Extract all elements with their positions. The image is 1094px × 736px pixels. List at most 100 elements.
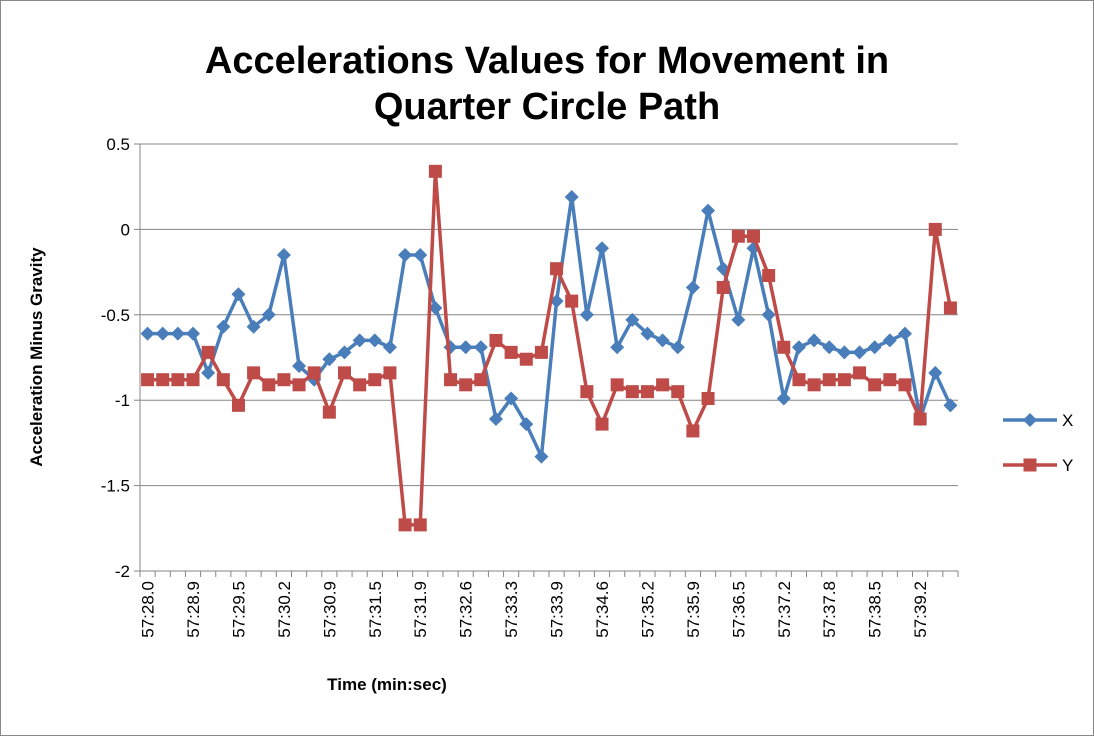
legend-marker [1023, 458, 1037, 472]
data-point [822, 340, 837, 355]
data-point [171, 373, 185, 387]
y-tick-label: 0 [121, 220, 130, 239]
data-point [231, 398, 245, 412]
data-point [868, 378, 882, 392]
data-point [882, 333, 897, 348]
data-point [610, 340, 625, 355]
data-point [837, 345, 852, 360]
data-point [867, 340, 882, 355]
data-point [897, 326, 912, 341]
data-point [261, 307, 276, 322]
data-point [140, 326, 155, 341]
data-point [428, 300, 443, 315]
data-point [928, 365, 943, 380]
data-point [837, 373, 851, 387]
data-point [670, 340, 685, 355]
x-tick-label: 57:35.2 [638, 581, 657, 638]
data-point [474, 373, 488, 387]
data-point [656, 378, 670, 392]
data-point [807, 378, 821, 392]
data-point [307, 366, 321, 380]
data-point [928, 222, 942, 236]
y-tick-label: -0.5 [101, 306, 130, 325]
x-tick-label: 57:35.9 [684, 581, 703, 638]
x-tick-label: 57:28.0 [139, 581, 158, 638]
data-point [277, 373, 291, 387]
data-point [579, 307, 594, 322]
data-point [247, 366, 261, 380]
data-point [519, 352, 533, 366]
data-point [671, 385, 685, 399]
y-tick-label: -2 [115, 562, 130, 581]
data-point [640, 326, 655, 341]
data-point [943, 398, 958, 413]
data-point [777, 340, 791, 354]
data-point [595, 241, 610, 256]
data-point [943, 301, 957, 315]
data-point [534, 449, 549, 464]
legend-marker [1023, 413, 1037, 427]
data-point [170, 326, 185, 341]
data-point [276, 248, 291, 263]
data-point [231, 287, 246, 302]
data-point [382, 340, 397, 355]
data-point [186, 373, 200, 387]
x-tick-label: 57:29.5 [229, 581, 248, 638]
data-point [428, 164, 442, 178]
data-point [762, 269, 776, 283]
y-axis-title: Acceleration Minus Gravity [27, 247, 46, 467]
data-point [413, 248, 428, 263]
data-point [701, 391, 715, 405]
data-point [731, 312, 746, 327]
x-tick-label: 57:33.3 [502, 581, 521, 638]
data-point [519, 417, 534, 432]
legend-label: Y [1062, 456, 1073, 475]
data-point [701, 203, 716, 218]
data-point [504, 345, 518, 359]
data-point [504, 391, 519, 406]
x-tick-label: 57:30.2 [275, 581, 294, 638]
legend-label: X [1062, 411, 1073, 430]
data-point [686, 424, 700, 438]
x-tick-label: 57:34.6 [593, 581, 612, 638]
data-point [398, 518, 412, 532]
data-point [625, 385, 639, 399]
data-point [413, 518, 427, 532]
data-point [443, 340, 458, 355]
x-tick-label: 57:37.8 [820, 581, 839, 638]
data-point [473, 340, 488, 355]
data-point [201, 345, 215, 359]
data-point [352, 333, 367, 348]
data-point [186, 326, 201, 341]
data-point [747, 229, 760, 243]
data-point [216, 319, 231, 334]
data-point [640, 385, 654, 399]
data-point [852, 345, 867, 360]
data-point [246, 319, 261, 334]
data-point [913, 412, 927, 426]
data-point [398, 248, 413, 263]
data-point [155, 326, 170, 341]
data-point [353, 378, 367, 392]
data-point [595, 417, 609, 431]
data-point [322, 352, 337, 367]
data-point [807, 333, 822, 348]
x-tick-label: 57:28.9 [184, 581, 203, 638]
data-point [898, 378, 912, 392]
data-point [580, 385, 594, 399]
data-point [534, 345, 548, 359]
data-point [550, 262, 564, 276]
data-point [685, 280, 700, 295]
data-point [564, 189, 579, 204]
series-line [147, 195, 953, 459]
data-point [383, 366, 397, 380]
y-tick-label: -1 [115, 391, 130, 410]
data-point [565, 294, 579, 308]
y-tick-label: -1.5 [101, 477, 130, 496]
data-point [731, 229, 745, 243]
data-point [488, 411, 503, 426]
y-tick-label: 0.5 [106, 135, 130, 154]
data-point [458, 340, 473, 355]
